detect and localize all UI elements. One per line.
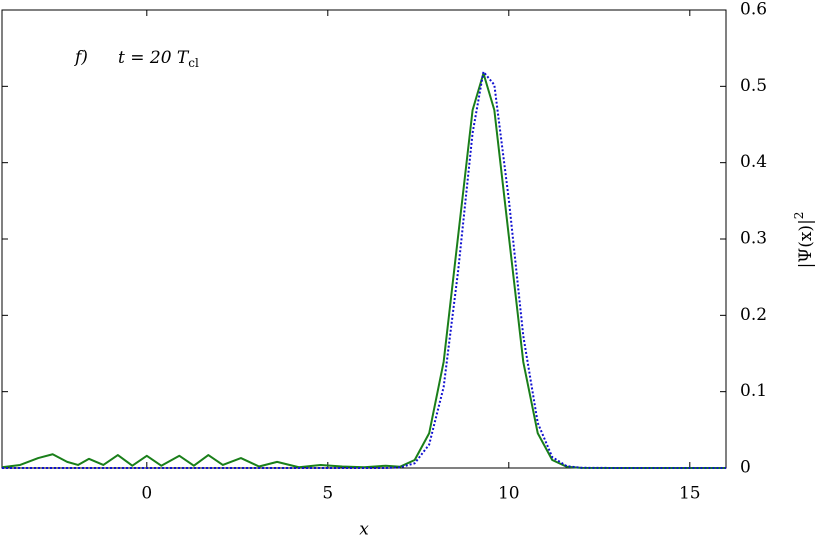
y-tick-label: 0: [740, 458, 751, 478]
annotation-text: t = 20 T: [118, 48, 190, 68]
y-axis-label-text: |Ψ(x)|: [796, 219, 816, 268]
annotation: t = 20 Tcl: [118, 48, 199, 70]
annotation-label: f): [73, 48, 88, 68]
series-line: [1, 72, 726, 469]
series-line: [2, 70, 726, 469]
y-tick-label: 0.6: [740, 0, 767, 20]
annotation-subscript: cl: [188, 56, 199, 70]
y-tick-label: 0.3: [740, 229, 767, 249]
y-tick-label: 0.5: [740, 76, 767, 96]
y-axis-label: |Ψ(x)|2: [792, 212, 816, 269]
x-tick-label: 15: [679, 484, 701, 504]
y-tick-label: 0.1: [740, 381, 767, 401]
x-axis-label: x: [359, 520, 369, 538]
y-axis-label-sup: 2: [792, 212, 806, 220]
x-tick-label: 5: [322, 484, 333, 504]
x-tick-label: 10: [498, 484, 520, 504]
y-tick-label: 0.4: [740, 152, 767, 172]
y-tick-label: 0.2: [740, 305, 767, 325]
plot-frame: [1, 9, 727, 469]
x-tick-label: 0: [141, 484, 152, 504]
